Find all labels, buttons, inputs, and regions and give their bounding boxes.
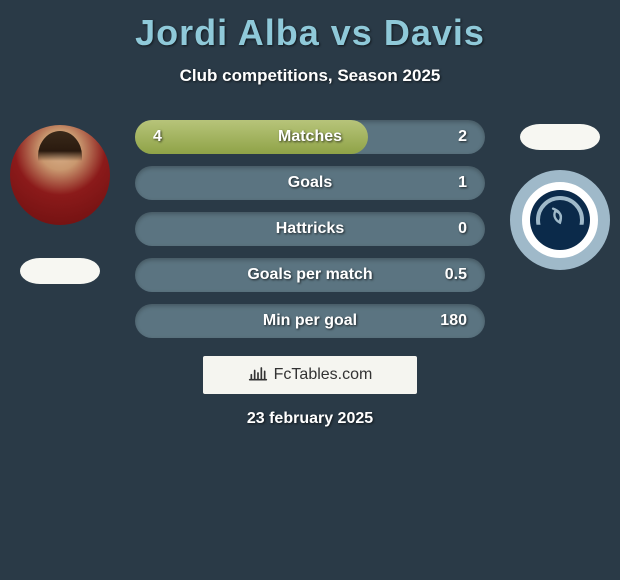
stat-label: Hattricks — [135, 212, 485, 246]
brand-box: FcTables.com — [203, 356, 417, 394]
stat-right-value: 2 — [446, 120, 479, 154]
comparison-card: Jordi Alba vs Davis Club competitions, S… — [0, 0, 620, 580]
player-right-logo — [510, 170, 610, 270]
date: 23 february 2025 — [0, 410, 620, 428]
player-left-flag — [20, 258, 100, 284]
stat-label: Goals — [135, 166, 485, 200]
stat-row: Goals 1 — [135, 166, 485, 200]
stat-right-value: 0 — [446, 212, 479, 246]
stat-row: Hattricks 0 — [135, 212, 485, 246]
stat-right-value: 180 — [428, 304, 479, 338]
stat-row: Goals per match 0.5 — [135, 258, 485, 292]
chart-icon — [248, 364, 268, 387]
player-left-avatar — [10, 125, 110, 225]
title: Jordi Alba vs Davis — [0, 0, 620, 54]
stat-label: Matches — [135, 120, 485, 154]
player-right-flag — [520, 124, 600, 150]
brand-text: FcTables.com — [274, 366, 373, 384]
stat-row: Min per goal 180 — [135, 304, 485, 338]
stats-list: 4 Matches 2 Goals 1 Hattricks 0 Goals pe… — [135, 120, 485, 350]
stat-right-value: 1 — [446, 166, 479, 200]
sporting-logo-icon — [530, 190, 590, 250]
stat-row: 4 Matches 2 — [135, 120, 485, 154]
stat-right-value: 0.5 — [433, 258, 479, 292]
subtitle: Club competitions, Season 2025 — [0, 66, 620, 86]
